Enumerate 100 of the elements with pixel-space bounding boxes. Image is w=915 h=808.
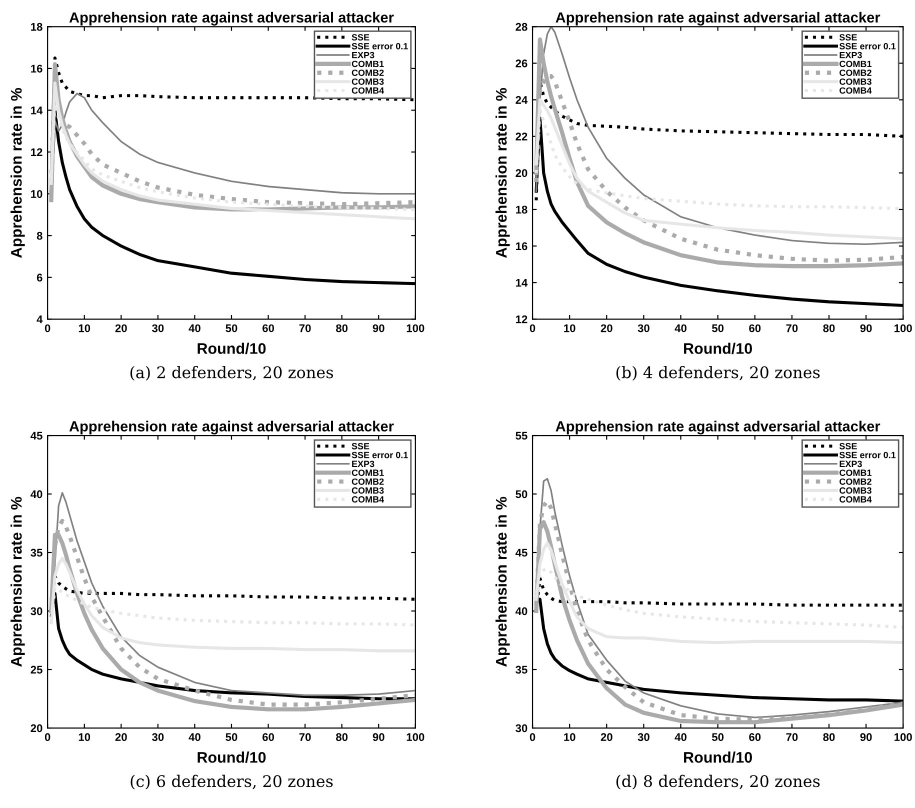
x-tick-label: 80 xyxy=(336,733,348,742)
legend-label: COMB2 xyxy=(352,70,384,76)
legend-label: COMB3 xyxy=(352,487,384,494)
y-tick-label: 4 xyxy=(36,316,43,324)
y-tick-label: 45 xyxy=(515,548,528,557)
x-tick-label: 60 xyxy=(262,324,274,332)
legend-label: EXP3 xyxy=(840,460,862,468)
x-tick-label: 0 xyxy=(530,324,536,332)
legend-label: COMB4 xyxy=(352,87,384,94)
y-axis-title: Apprehension rate in % xyxy=(10,88,25,258)
x-tick-label: 50 xyxy=(226,733,238,742)
legend-label: SSE xyxy=(352,34,370,41)
x-tick-label: 80 xyxy=(823,733,835,742)
legend-label: COMB4 xyxy=(840,496,872,503)
legend-label: COMB3 xyxy=(840,78,872,85)
y-tick-label: 14 xyxy=(516,278,528,287)
x-tick-label: 20 xyxy=(600,733,612,742)
x-tick-label: 50 xyxy=(712,733,724,742)
legend-label: COMB1 xyxy=(840,60,872,68)
x-tick-label: 0 xyxy=(44,324,50,332)
y-tick-label: 12 xyxy=(516,315,528,324)
legend-label: COMB3 xyxy=(840,487,872,494)
text: (c) 6 defenders, 20 zones xyxy=(130,774,333,790)
y-tick-label: 25 xyxy=(30,666,42,674)
x-tick-label: 100 xyxy=(406,324,424,332)
x-axis-title: Round/10 xyxy=(198,342,266,354)
x-tick-label: 90 xyxy=(372,733,384,742)
legend-label: COMB1 xyxy=(352,470,384,476)
y-tick-label: 20 xyxy=(30,724,42,732)
y-tick-label: 30 xyxy=(516,724,528,732)
y-tick-label: 14 xyxy=(31,106,43,114)
x-tick-label: 90 xyxy=(372,324,384,332)
x-tick-label: 0 xyxy=(530,733,536,742)
y-tick-label: 20 xyxy=(516,169,528,178)
legend-label: COMB4 xyxy=(840,87,872,94)
legend-label: EXP3 xyxy=(352,460,374,468)
y-tick-label: 35 xyxy=(516,666,528,674)
text: (b) 4 defenders, 20 zones xyxy=(616,366,820,381)
legend-label: SSE xyxy=(352,442,370,450)
x-tick-label: 60 xyxy=(749,733,761,742)
y-tick-label: 6 xyxy=(36,274,42,282)
legend-label: SSE xyxy=(839,442,857,450)
x-tick-label: 10 xyxy=(78,733,90,742)
legend-label: COMB4 xyxy=(352,496,384,503)
y-axis-title: Apprehension rate in % xyxy=(496,88,510,258)
y-tick-label: 50 xyxy=(516,490,528,498)
y-tick-label: 30 xyxy=(30,607,42,616)
x-tick-label: 50 xyxy=(712,324,724,332)
legend-label: COMB2 xyxy=(840,70,872,76)
legend-label: SSE error 0.1 xyxy=(352,452,408,458)
legend-label: COMB2 xyxy=(840,478,872,485)
x-tick-label: 80 xyxy=(823,324,835,332)
y-tick-label: 45 xyxy=(30,432,42,440)
x-tick-label: 40 xyxy=(674,324,686,332)
text: (d) 8 defenders, 20 zones xyxy=(616,774,820,790)
chart-title: Apprehension rate against adversarial attacker xyxy=(556,12,880,26)
line-series xyxy=(534,542,904,644)
x-tick-label: 60 xyxy=(749,324,761,332)
x-tick-label: 40 xyxy=(188,324,200,332)
legend-label: COMB1 xyxy=(352,60,384,68)
x-tick-label: 30 xyxy=(638,733,650,742)
x-tick-label: 40 xyxy=(674,733,686,742)
x-tick-label: 90 xyxy=(860,733,872,742)
x-tick-label: 100 xyxy=(894,324,912,332)
x-axis-title: Round/10 xyxy=(198,752,266,763)
x-tick-label: 100 xyxy=(894,733,912,742)
line-series xyxy=(534,98,904,240)
x-axis-title: Round/10 xyxy=(684,342,752,354)
legend-label: COMB3 xyxy=(352,78,384,85)
x-tick-label: 20 xyxy=(115,324,127,332)
y-tick-label: 40 xyxy=(515,607,528,616)
y-tick-label: 16 xyxy=(31,64,42,73)
chart-title: Apprehension rate against adversarial attacker xyxy=(69,12,394,26)
x-tick-label: 80 xyxy=(336,324,348,332)
legend-label: SSE error 0.1 xyxy=(839,42,896,50)
y-tick-label: 26 xyxy=(516,59,528,68)
x-tick-label: 70 xyxy=(786,733,798,742)
chart-title: Apprehension rate against adversarial attacker xyxy=(556,420,880,434)
x-tick-label: 10 xyxy=(564,324,576,332)
y-axis-title: Apprehension rate in % xyxy=(10,496,25,667)
x-tick-label: 100 xyxy=(406,733,424,742)
legend-label: SSE error 0.1 xyxy=(352,42,408,50)
y-tick-label: 18 xyxy=(31,22,42,31)
y-tick-label: 18 xyxy=(516,206,528,214)
y-tick-label: 35 xyxy=(30,548,42,557)
x-tick-label: 30 xyxy=(152,733,164,742)
y-tick-label: 8 xyxy=(36,232,42,240)
y-tick-label: 10 xyxy=(31,190,42,198)
y-tick-label: 16 xyxy=(516,242,528,250)
x-tick-label: 30 xyxy=(638,324,650,332)
text: (a) 2 defenders, 20 zones xyxy=(130,366,334,381)
y-tick-label: 24 xyxy=(516,96,528,104)
x-tick-label: 10 xyxy=(564,733,576,742)
y-tick-label: 40 xyxy=(30,490,42,498)
legend-label: SSE error 0.1 xyxy=(839,452,896,458)
x-tick-label: 90 xyxy=(860,324,872,332)
y-axis-title: Apprehension rate in % xyxy=(496,496,510,667)
chart-title: Apprehension rate against adversarial attacker xyxy=(69,420,394,434)
y-tick-label: 28 xyxy=(516,22,528,31)
x-tick-label: 40 xyxy=(188,733,200,742)
